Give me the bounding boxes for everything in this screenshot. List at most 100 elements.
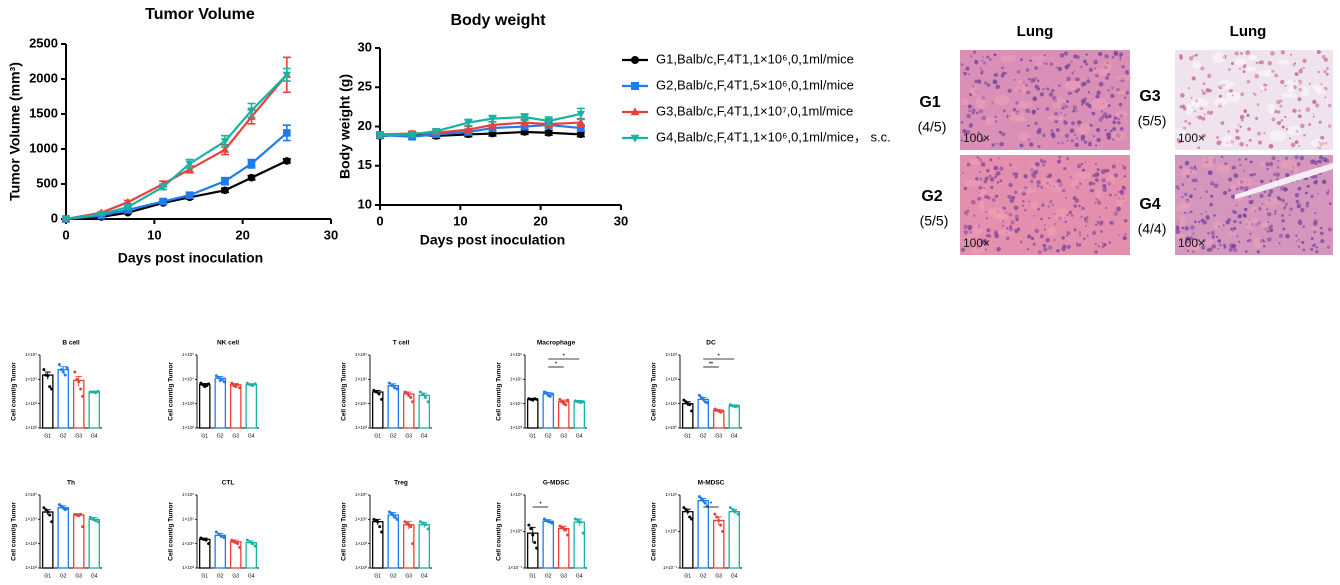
cell-nucleus <box>1235 129 1240 133</box>
tissue-patch <box>1236 177 1254 187</box>
cell-nucleus <box>1276 110 1281 114</box>
cell-nucleus <box>1323 57 1328 62</box>
tissue-patch <box>1202 156 1218 167</box>
cell-nucleus <box>1125 69 1129 74</box>
cell-nucleus <box>982 56 984 58</box>
cell-nucleus <box>967 104 972 109</box>
cell-nucleus <box>1312 221 1318 226</box>
y-tick-label: 30 <box>358 39 372 54</box>
data-point <box>220 534 224 538</box>
data-point <box>527 523 531 527</box>
data-point <box>573 399 577 403</box>
cell-nucleus <box>1269 179 1273 182</box>
series-line <box>65 159 288 221</box>
tissue-patch <box>961 98 969 106</box>
data-point <box>407 393 411 397</box>
tissue-patch <box>1046 229 1057 236</box>
data-point <box>251 542 255 546</box>
cell-nucleus <box>963 224 969 230</box>
data-point <box>699 395 703 399</box>
cell-nucleus <box>963 72 967 76</box>
cell-nucleus <box>983 179 988 184</box>
y-tick-label: 1×10³ <box>355 541 367 546</box>
cell-nucleus <box>1078 231 1081 233</box>
y-tick-label: 1×10⁴ <box>355 401 367 406</box>
cell-nucleus <box>1105 206 1108 210</box>
tissue-patch <box>1094 188 1102 198</box>
y-tick-label: 1×10⁵ <box>182 517 194 522</box>
tissue-patch <box>1064 80 1081 91</box>
y-tick-label: 15 <box>358 157 372 172</box>
tissue-patch <box>1054 213 1068 222</box>
y-tick-label: 1×10⁴ <box>510 401 522 406</box>
tissue-patch <box>1213 97 1229 107</box>
cell-nucleus <box>1193 220 1197 224</box>
chart-title: T cell <box>393 340 410 347</box>
data-point <box>123 204 133 212</box>
tissue-patch <box>965 179 980 188</box>
cell-nucleus <box>1106 55 1109 59</box>
cell-nucleus <box>1312 244 1315 247</box>
cell-nucleus <box>1299 155 1305 161</box>
legend-label: G4,Balb/c,F,4T1,1×10⁶,0,1ml/mice， s.c. <box>656 129 891 144</box>
y-tick-label: 1×10⁰ <box>510 529 522 534</box>
group-label: G3 <box>1139 88 1160 105</box>
y-tick-label: 1×10⁰ <box>665 425 677 430</box>
cell-nucleus <box>1255 61 1258 64</box>
cell-nucleus <box>1080 163 1084 166</box>
cell-nucleus <box>960 247 965 252</box>
tissue-patch <box>994 95 1010 106</box>
cell-nucleus <box>1073 228 1077 232</box>
cell-nucleus <box>1297 186 1302 191</box>
cell-nucleus <box>1190 166 1194 170</box>
data-point <box>236 383 240 387</box>
bar <box>697 500 710 569</box>
cell-nucleus <box>1232 226 1237 231</box>
data-point <box>688 403 692 407</box>
data-point <box>88 515 92 519</box>
bar <box>681 403 694 429</box>
cell-nucleus <box>1080 99 1085 103</box>
y-tick-label: 10 <box>358 196 372 211</box>
cell-nucleus <box>1096 128 1101 133</box>
cell-nucleus <box>1189 210 1193 213</box>
cell-nucleus <box>1292 108 1297 113</box>
cell-nucleus <box>1064 196 1068 200</box>
data-point <box>581 531 585 535</box>
data-point <box>701 397 705 401</box>
data-point <box>426 400 430 404</box>
cell-nucleus <box>1034 84 1039 89</box>
cell-nucleus <box>1074 142 1079 148</box>
cell-nucleus <box>1225 219 1231 225</box>
cell-nucleus <box>1321 179 1327 184</box>
data-point <box>577 130 585 139</box>
cell-nucleus <box>1197 238 1200 242</box>
cell-nucleus <box>1054 223 1057 226</box>
cell-nucleus <box>1270 50 1275 56</box>
cell-nucleus <box>1239 114 1245 120</box>
cell-nucleus <box>1080 65 1083 68</box>
data-point <box>690 517 694 521</box>
cell-nucleus <box>1319 231 1324 236</box>
cell-nucleus <box>1194 110 1197 113</box>
data-point <box>576 118 586 126</box>
tissue-patch <box>1056 208 1070 214</box>
cell-nucleus <box>1034 121 1038 126</box>
cell-nucleus <box>1223 191 1227 195</box>
cell-nucleus <box>1025 83 1029 87</box>
chart-title: B cell <box>62 340 80 347</box>
tissue-patch <box>1192 61 1203 70</box>
cell-nucleus <box>1097 245 1100 248</box>
cell-nucleus <box>995 84 1001 90</box>
cell-nucleus <box>1010 220 1015 225</box>
data-point <box>713 512 717 516</box>
cell-nucleus <box>1276 99 1281 105</box>
series-line <box>65 132 288 221</box>
cell-nucleus <box>1088 181 1093 186</box>
data-point <box>577 124 585 132</box>
cell-nucleus <box>1233 210 1237 215</box>
data-point <box>248 383 252 387</box>
chart-title: M-MDSC <box>698 480 725 487</box>
y-axis-label: Tumor Volume (mm³) <box>7 62 23 201</box>
x-tick-label: G2 <box>545 433 552 439</box>
